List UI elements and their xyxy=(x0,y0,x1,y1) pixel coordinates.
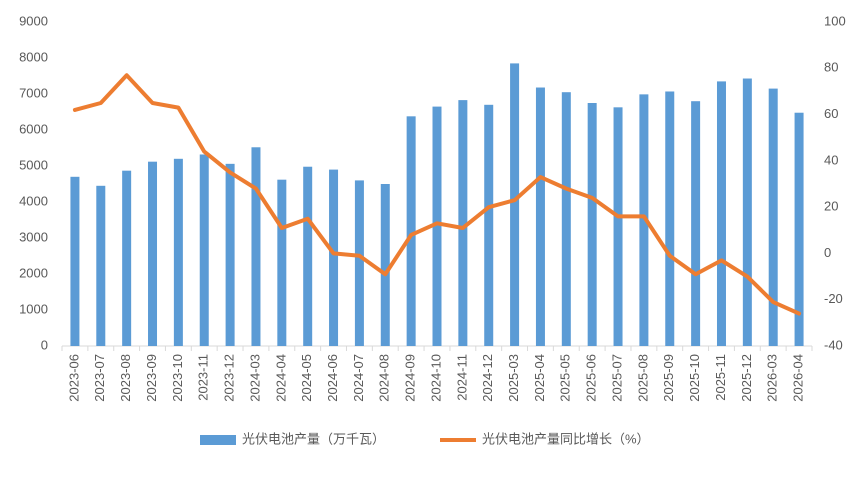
y2-tick-label: 60 xyxy=(824,106,838,121)
x-tick-label: 2025-07 xyxy=(609,354,624,402)
bar xyxy=(665,91,675,346)
x-tick-label: 2024-06 xyxy=(325,354,340,402)
x-tick-label: 2024-07 xyxy=(351,354,366,402)
bar xyxy=(768,88,778,346)
x-tick-label: 2023-12 xyxy=(222,354,237,402)
bar xyxy=(329,169,339,346)
x-tick-label: 2025-03 xyxy=(506,354,521,402)
x-tick-label: 2025-04 xyxy=(532,354,547,402)
bar xyxy=(794,112,804,346)
x-tick-label: 2025-11 xyxy=(713,354,728,401)
line xyxy=(72,73,802,316)
y2-tick-label: -20 xyxy=(824,291,843,306)
x-tick-label: 2025-06 xyxy=(584,354,599,402)
bar xyxy=(613,107,623,346)
x-tick-label: 2024-09 xyxy=(403,354,418,402)
x-tick-label: 2024-05 xyxy=(299,354,314,402)
bar xyxy=(510,63,520,347)
x-tick-label: 2023-09 xyxy=(144,354,159,402)
bar xyxy=(561,92,571,346)
y-tick-label: 7000 xyxy=(19,85,48,100)
bar xyxy=(303,166,313,346)
x-tick-label: 2024-11 xyxy=(454,354,469,401)
bar xyxy=(96,185,106,346)
x-tick-label: 2024-10 xyxy=(428,354,443,402)
x-tick-label: 2023-10 xyxy=(170,354,185,402)
y2-tick-label: 80 xyxy=(824,60,838,75)
bar xyxy=(277,179,287,346)
y-tick-label: 2000 xyxy=(19,265,48,280)
bar xyxy=(535,87,545,347)
x-tick-label: 2026-03 xyxy=(765,354,780,402)
y-tick-label: 8000 xyxy=(19,49,48,64)
bar xyxy=(251,147,261,346)
bar xyxy=(432,106,442,346)
y2-tick-label: 100 xyxy=(824,13,846,28)
bar xyxy=(639,94,649,346)
x-tick-label: 2025-05 xyxy=(558,354,573,402)
x-tick-label: 2024-04 xyxy=(273,354,288,402)
x-tick-label: 2025-09 xyxy=(661,354,676,402)
y-tick-label: 4000 xyxy=(19,193,48,208)
bar xyxy=(70,176,80,346)
y2-tick-label: 40 xyxy=(824,152,838,167)
y-tick-label: 9000 xyxy=(19,13,48,28)
bar xyxy=(406,116,416,346)
legend-label: 光伏电池产量同比增长（%） xyxy=(482,431,650,446)
x-tick-label: 2024-03 xyxy=(247,354,262,402)
x-tick-label: 2023-11 xyxy=(196,354,211,401)
bar xyxy=(122,170,132,346)
x-tick-label: 2025-10 xyxy=(687,354,702,402)
bar xyxy=(484,104,494,346)
y-tick-label: 1000 xyxy=(19,301,48,316)
bar xyxy=(380,184,390,346)
bar xyxy=(587,103,597,346)
y2-tick-label: -40 xyxy=(824,337,843,352)
x-tick-label: 2023-06 xyxy=(66,354,81,402)
bar xyxy=(173,158,183,346)
y-tick-label: 6000 xyxy=(19,121,48,136)
y2-tick-label: 0 xyxy=(824,245,831,260)
bar xyxy=(691,101,701,346)
bar xyxy=(148,161,158,346)
x-tick-label: 2023-08 xyxy=(118,354,133,402)
x-tick-label: 2025-12 xyxy=(739,354,754,402)
bar xyxy=(354,180,364,346)
bar xyxy=(742,78,752,347)
bar xyxy=(199,154,209,346)
x-tick-label: 2026-04 xyxy=(791,354,806,402)
x-tick-label: 2024-08 xyxy=(377,354,392,402)
bar xyxy=(716,81,726,347)
x-tick-label: 2024-12 xyxy=(480,354,495,402)
x-tick-label: 2023-07 xyxy=(92,354,107,402)
y-tick-label: 5000 xyxy=(19,157,48,172)
y-tick-label: 0 xyxy=(41,337,48,352)
y-tick-label: 3000 xyxy=(19,229,48,244)
y2-tick-label: 20 xyxy=(824,199,838,214)
bar xyxy=(458,100,468,347)
legend-swatch xyxy=(200,435,236,445)
bar xyxy=(225,163,235,346)
x-tick-label: 2025-08 xyxy=(635,354,650,402)
legend-label: 光伏电池产量（万千瓦） xyxy=(242,431,385,446)
